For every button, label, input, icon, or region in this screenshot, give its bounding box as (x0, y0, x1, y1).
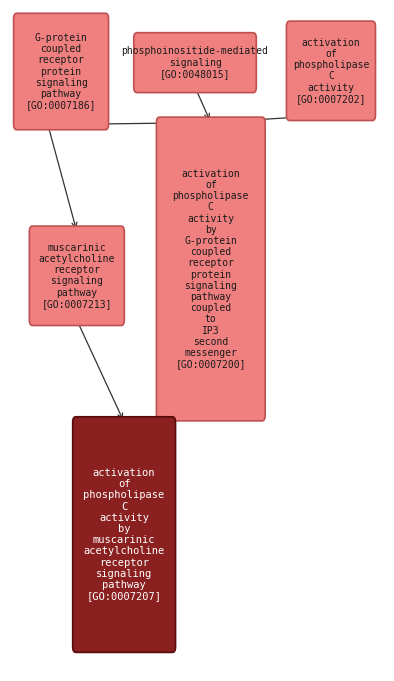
FancyBboxPatch shape (13, 14, 109, 129)
Text: G-protein
coupled
receptor
protein
signaling
pathway
[GO:0007186]: G-protein coupled receptor protein signa… (26, 33, 96, 110)
FancyBboxPatch shape (30, 226, 125, 326)
Text: muscarinic
acetylcholine
receptor
signaling
pathway
[GO:0007213]: muscarinic acetylcholine receptor signal… (39, 243, 115, 308)
FancyBboxPatch shape (156, 117, 265, 421)
Text: activation
of
phospholipase
C
activity
by
G-protein
coupled
receptor
protein
sig: activation of phospholipase C activity b… (173, 169, 249, 369)
Text: activation
of
phospholipase
C
activity
[GO:0007202]: activation of phospholipase C activity [… (293, 38, 369, 104)
FancyBboxPatch shape (134, 33, 256, 93)
FancyBboxPatch shape (286, 21, 375, 121)
Text: activation
of
phospholipase
C
activity
by
muscarinic
acetylcholine
receptor
sign: activation of phospholipase C activity b… (84, 468, 165, 601)
FancyBboxPatch shape (72, 417, 176, 652)
Text: phosphoinositide-mediated
signaling
[GO:0048015]: phosphoinositide-mediated signaling [GO:… (122, 46, 268, 79)
